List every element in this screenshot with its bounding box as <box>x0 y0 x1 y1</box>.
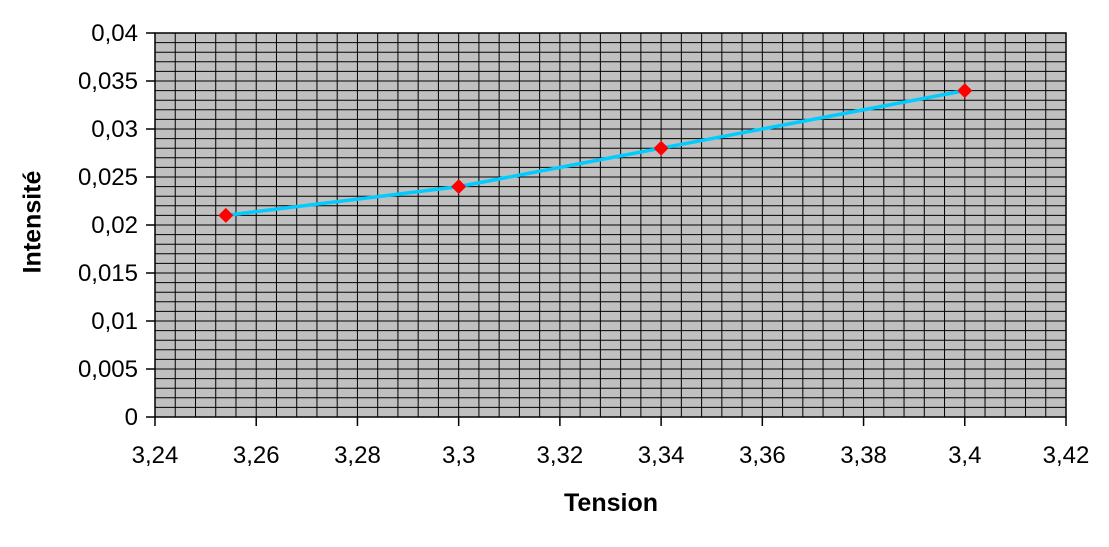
x-tick-label: 3,32 <box>537 442 584 469</box>
x-tick-label: 3,3 <box>442 442 475 469</box>
x-tick-label: 3,34 <box>638 442 685 469</box>
x-axis-title: Tension <box>564 489 658 517</box>
data-point-marker <box>957 83 973 99</box>
y-tick-label: 0,015 <box>78 260 138 287</box>
y-tick-label: 0,01 <box>91 308 138 335</box>
data-point-marker <box>451 179 467 195</box>
y-tick-label: 0,03 <box>91 116 138 143</box>
data-line <box>224 88 967 218</box>
y-tick-label: 0,04 <box>91 20 138 47</box>
x-tick-label: 3,4 <box>948 442 981 469</box>
y-tick-label: 0,035 <box>78 68 138 95</box>
y-tick-label: 0,005 <box>78 356 138 383</box>
data-point-marker <box>218 207 234 223</box>
x-tick-label: 3,28 <box>334 442 381 469</box>
x-tick-label: 3,24 <box>132 442 179 469</box>
x-tick-label: 3,26 <box>233 442 280 469</box>
x-tick-label: 3,36 <box>739 442 786 469</box>
y-tick-label: 0,025 <box>78 164 138 191</box>
y-axis-title: Intensité <box>18 170 47 274</box>
x-tick-label: 3,42 <box>1043 442 1090 469</box>
x-tick-label: 3,38 <box>840 442 887 469</box>
data-point-marker <box>653 140 669 156</box>
y-tick-label: 0,02 <box>91 212 138 239</box>
y-tick-label: 0 <box>125 404 138 431</box>
